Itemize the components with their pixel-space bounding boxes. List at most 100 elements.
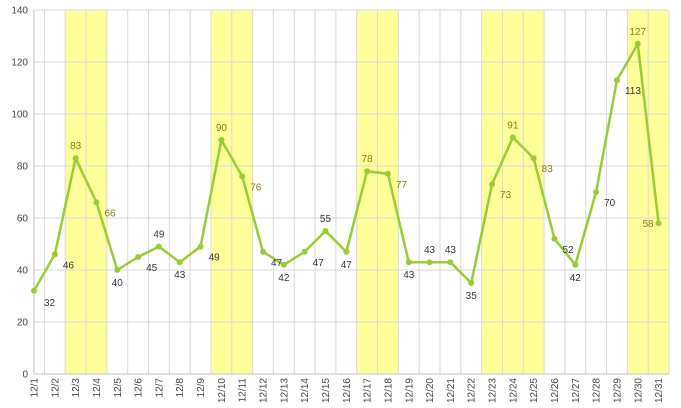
- data-point-12-31: [655, 220, 662, 227]
- highlight-bands: [65, 10, 669, 374]
- x-tick-label-12-2: 12/2: [50, 378, 61, 398]
- data-label-12-1: 32: [44, 298, 56, 309]
- x-tick-label-12-25: 12/25: [529, 378, 540, 403]
- y-tick-label-100: 100: [11, 110, 28, 121]
- x-tick-label-12-27: 12/27: [571, 378, 582, 403]
- data-point-12-1: [31, 287, 37, 294]
- x-tick-label-12-31: 12/31: [654, 378, 665, 403]
- x-tick-label-12-30: 12/30: [633, 378, 644, 403]
- x-tick-label-12-6: 12/6: [134, 378, 145, 398]
- x-tick-label-12-19: 12/19: [404, 378, 415, 403]
- x-tick-label-12-7: 12/7: [154, 378, 165, 398]
- data-label-12-2: 46: [63, 260, 75, 271]
- data-label-12-14: 47: [313, 258, 325, 269]
- y-tick-label-80: 80: [17, 162, 29, 173]
- y-tick-label-60: 60: [17, 214, 29, 225]
- data-point-12-22: [468, 280, 475, 286]
- data-point-12-19: [405, 259, 412, 266]
- y-tick-labels: 0 20 40 60 80 100 120 140: [11, 6, 28, 381]
- data-point-12-14: [301, 248, 308, 255]
- data-point-12-27: [572, 261, 579, 268]
- vertical-gridlines: [43, 10, 670, 374]
- x-tick-label-12-18: 12/18: [383, 378, 394, 403]
- y-tick-label-120: 120: [11, 58, 28, 69]
- data-point-12-3: [72, 155, 79, 162]
- data-label-12-7: 49: [153, 230, 165, 241]
- data-point-12-21: [447, 259, 454, 266]
- data-label-12-28: 70: [604, 198, 616, 209]
- x-tick-label-12-24: 12/24: [508, 378, 519, 403]
- data-label-12-18: 77: [396, 180, 408, 191]
- x-tick-label-12-28: 12/28: [592, 378, 603, 403]
- y-tick-label-20: 20: [17, 318, 29, 329]
- data-point-12-2: [51, 251, 58, 258]
- data-point-12-25: [530, 155, 537, 162]
- x-tick-label-12-9: 12/9: [196, 378, 207, 398]
- data-label-12-11: 76: [250, 182, 262, 193]
- data-label-12-16: 47: [341, 260, 353, 271]
- x-tick-label-12-14: 12/14: [300, 378, 311, 403]
- x-tick-label-12-3: 12/3: [71, 378, 82, 398]
- data-label-12-8: 43: [174, 270, 186, 281]
- data-label-12-21: 43: [445, 245, 457, 256]
- x-tick-label-12-15: 12/15: [321, 378, 332, 403]
- y-tick-label-140: 140: [11, 6, 28, 17]
- data-point-12-26: [551, 235, 558, 242]
- x-tick-label-12-22: 12/22: [467, 378, 478, 403]
- x-tick-labels: 12/1 12/2 12/3 12/4 12/5 12/6 12/7 12/8 12/9 12/1…: [30, 378, 666, 403]
- x-tick-label-12-21: 12/21: [446, 378, 457, 403]
- data-label-12-30: 127: [629, 27, 646, 38]
- x-tick-label-12-10: 12/10: [217, 378, 228, 403]
- data-label-12-25: 83: [542, 164, 554, 175]
- data-label-12-9: 49: [209, 253, 221, 264]
- data-point-12-30: [634, 40, 641, 47]
- data-point-12-9: [197, 243, 204, 250]
- data-label-12-23: 73: [500, 190, 512, 201]
- data-point-12-11: [239, 173, 246, 180]
- x-tick-label-12-11: 12/11: [238, 378, 249, 403]
- axes: [33, 10, 669, 375]
- x-tick-label-12-20: 12/20: [425, 378, 436, 403]
- data-point-12-4: [93, 199, 100, 206]
- data-point-12-24: [509, 134, 516, 141]
- data-point-12-28: [593, 189, 600, 195]
- data-label-12-17: 78: [362, 154, 374, 165]
- data-point-12-5: [114, 267, 121, 273]
- highlight-band-12-23: [481, 10, 545, 374]
- data-label-12-24: 91: [507, 120, 519, 131]
- data-label-12-31: 58: [642, 219, 654, 230]
- y-tick-label-0: 0: [22, 370, 28, 381]
- data-label-12-22: 35: [466, 291, 478, 302]
- data-point-12-23: [489, 181, 496, 188]
- x-tick-label-12-16: 12/16: [342, 378, 353, 403]
- data-point-12-29: [613, 77, 620, 84]
- data-label-12-26: 52: [562, 245, 574, 256]
- data-labels: 32 46 83 66 40 45 49 43 49 90 76 47 42 47 55 47 78 77 43 43…: [44, 27, 654, 309]
- series-points: [31, 40, 662, 294]
- data-label-12-6: 45: [146, 263, 158, 274]
- data-label-12-12: 47: [271, 258, 283, 269]
- data-point-12-16: [343, 248, 350, 255]
- data-point-12-18: [384, 170, 391, 177]
- x-tick-label-12-13: 12/13: [279, 378, 290, 403]
- x-tick-label-12-4: 12/4: [92, 378, 103, 398]
- data-point-12-7: [155, 243, 162, 250]
- data-point-12-13: [280, 261, 287, 268]
- x-tick-label-12-23: 12/23: [488, 378, 499, 403]
- data-label-12-15: 55: [320, 214, 332, 225]
- data-label-12-29: 113: [625, 86, 641, 97]
- data-point-12-17: [364, 168, 371, 175]
- x-tick-label-12-5: 12/5: [113, 378, 124, 398]
- data-point-12-10: [218, 137, 225, 143]
- x-tick-label-12-29: 12/29: [612, 378, 623, 403]
- data-point-12-6: [135, 254, 142, 260]
- horizontal-gridlines: [34, 9, 669, 375]
- data-label-12-27: 42: [570, 273, 582, 284]
- data-label-12-5: 40: [112, 278, 124, 289]
- data-label-12-19: 43: [403, 270, 415, 281]
- data-point-12-12: [260, 248, 267, 255]
- data-label-12-13: 42: [278, 273, 290, 284]
- data-label-12-10: 90: [216, 123, 228, 134]
